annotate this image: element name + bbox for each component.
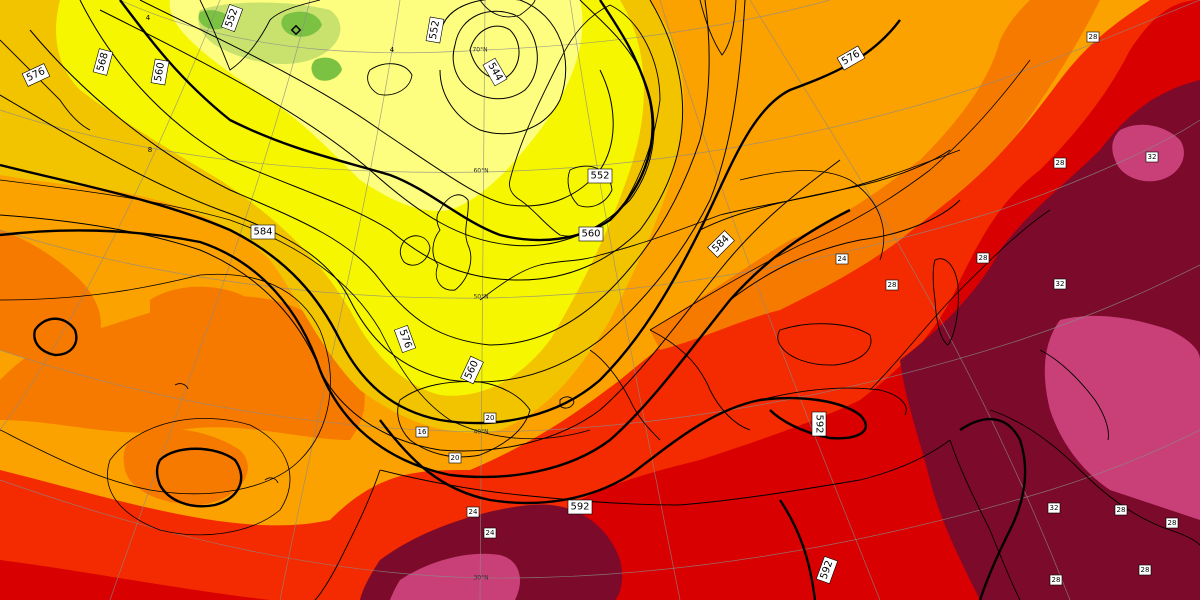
temp-label-11-text: 28 bbox=[1089, 33, 1098, 41]
temp-label-2-text: 8 bbox=[148, 146, 152, 154]
gph-label-584-west: 584 bbox=[251, 225, 275, 239]
gph-label-560-baltic: 560 bbox=[579, 227, 603, 241]
temp-label-19-text: 24 bbox=[486, 529, 495, 537]
gph-label-552-baltic-text: 552 bbox=[590, 171, 609, 182]
temp-label-18: 28 bbox=[1139, 565, 1151, 575]
temp-label-5-text: 20 bbox=[486, 414, 495, 422]
temp-label-9: 28 bbox=[977, 253, 989, 263]
temp-label-14: 32 bbox=[1048, 503, 1060, 513]
temp-label-12: 32 bbox=[1146, 152, 1158, 162]
temp-label-17-text: 28 bbox=[1052, 576, 1061, 584]
temp-label-19: 24 bbox=[484, 528, 496, 538]
temp-label-15: 28 bbox=[1115, 505, 1127, 515]
temp-label-11: 28 bbox=[1087, 32, 1099, 42]
temp-label-13-text: 32 bbox=[1056, 280, 1065, 288]
temp-label-7: 24 bbox=[836, 254, 848, 264]
temp-label-10: 28 bbox=[1054, 158, 1066, 168]
temp-label-4: 20 bbox=[449, 453, 461, 463]
temp-label-10-text: 28 bbox=[1056, 159, 1065, 167]
temp-label-7-text: 24 bbox=[838, 255, 847, 263]
temp-label-14-text: 32 bbox=[1050, 504, 1059, 512]
gph-label-592-turkey-text: 592 bbox=[814, 414, 825, 433]
lat-label-70: 70°N bbox=[472, 47, 487, 54]
lat-label-60: 60°N bbox=[473, 168, 488, 175]
temp-label-1: 4 bbox=[146, 14, 151, 22]
gph-label-592-south-text: 592 bbox=[570, 502, 589, 513]
temp-label-4-text: 20 bbox=[451, 454, 460, 462]
temp-label-3-text: 16 bbox=[418, 428, 427, 436]
temp-label-12-text: 32 bbox=[1148, 153, 1157, 161]
gph-label-592-turkey: 592 bbox=[812, 412, 826, 436]
temp-label-1-text: 4 bbox=[146, 14, 151, 22]
temp-label-6-text: 24 bbox=[469, 508, 478, 516]
temp-label-2: 8 bbox=[148, 146, 152, 154]
temp-label-8-text: 28 bbox=[888, 281, 897, 289]
temp-label-5: 20 bbox=[484, 413, 496, 423]
gph-label-560-baltic-text: 560 bbox=[581, 229, 600, 240]
temp-label-20-text: 4 bbox=[390, 46, 395, 54]
lat-label-50: 50°N bbox=[473, 294, 488, 301]
temp-label-15-text: 28 bbox=[1117, 506, 1126, 514]
gph-label-592-south: 592 bbox=[568, 500, 592, 514]
temp-label-9-text: 28 bbox=[979, 254, 988, 262]
temp-label-13: 32 bbox=[1054, 279, 1066, 289]
temp-label-18-text: 28 bbox=[1141, 566, 1150, 574]
temp-label-6: 24 bbox=[467, 507, 479, 517]
temp-label-16-text: 28 bbox=[1168, 519, 1177, 527]
temp-label-16: 28 bbox=[1166, 518, 1178, 528]
temp-label-20: 4 bbox=[390, 46, 395, 54]
lat-label-30: 30°N bbox=[473, 575, 488, 582]
gph-label-552-baltic: 552 bbox=[588, 169, 612, 183]
temp-label-17: 28 bbox=[1050, 575, 1062, 585]
temp-label-3: 16 bbox=[416, 427, 428, 437]
lat-label-40: 40°N bbox=[473, 429, 488, 436]
gph-label-584-west-text: 584 bbox=[253, 227, 272, 238]
temp-label-8: 28 bbox=[886, 280, 898, 290]
